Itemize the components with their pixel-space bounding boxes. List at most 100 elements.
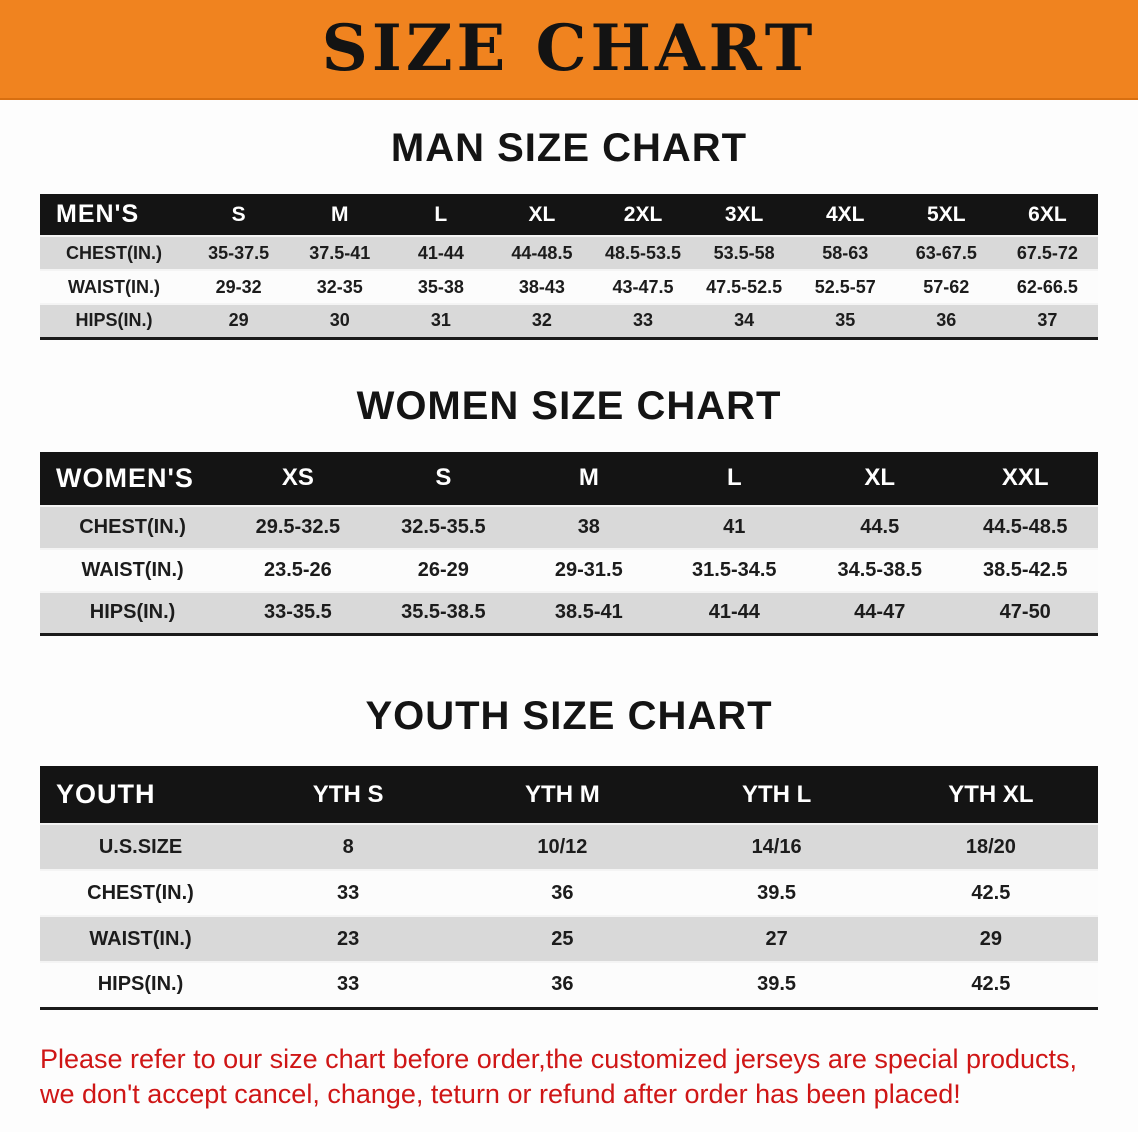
measurement-value: 39.5	[757, 881, 797, 904]
disclaimer-line-2: we don't accept cancel, change, teturn o…	[40, 1078, 961, 1109]
measurement-value: 47.5-52.5	[706, 276, 783, 297]
measurement-value: 67.5-72	[1016, 242, 1078, 263]
youth-measurement-row: WAIST(IN.) 23 25 27 29	[40, 916, 1098, 962]
youth-size-column-header: YTH L	[741, 780, 812, 808]
measurement-value: 44-48.5	[511, 242, 573, 263]
measurement-value: 35-38	[417, 276, 464, 297]
measurement-value: 62-66.5	[1016, 276, 1078, 297]
women-size-column-header: XL	[864, 464, 896, 491]
measurement-value: 33-35.5	[263, 601, 332, 624]
measurement-value: 36	[551, 881, 574, 904]
women-size-table: WOMEN'S XS S M L XL XXL CHEST(IN.) 29.5-32.5 32.5…	[40, 451, 1098, 636]
men-measurement-row: CHEST(IN.) 35-37.5 37.5-41 41-44 44-48.5 48.5…	[40, 236, 1098, 270]
measurement-value: 33	[337, 881, 360, 904]
measurement-value: 14/16	[751, 835, 802, 858]
measurement-value: 8	[342, 835, 354, 858]
measurement-value: 41-44	[417, 242, 464, 263]
men-header-row: MEN'S S M L XL 2XL 3XL 4XL 5XL 6XL	[40, 194, 1098, 236]
measurement-value: 37	[1037, 310, 1058, 331]
men-size-table: MEN'S S M L XL 2XL 3XL 4XL 5XL 6XL CHEST(IN.) 35-37…	[40, 194, 1098, 340]
measurement-label: CHEST(IN.)	[66, 242, 163, 263]
measurement-value: 27	[765, 927, 788, 950]
measurement-label: HIPS(IN.)	[75, 310, 153, 331]
men-size-column-header: XL	[528, 202, 556, 226]
measurement-value: 38	[577, 515, 600, 538]
men-size-column-header: 2XL	[623, 202, 663, 226]
youth-size-column-header: YTH M	[525, 780, 600, 808]
measurement-value: 44.5-48.5	[982, 515, 1068, 538]
measurement-value: 44.5	[860, 515, 900, 538]
measurement-value: 38-43	[518, 276, 565, 297]
measurement-label: CHEST(IN.)	[79, 515, 186, 538]
youth-size-table: YOUTH YTH S YTH M YTH L YTH XL U.S.SIZE 8 10/12…	[40, 766, 1098, 1010]
men-size-column-header: 4XL	[825, 202, 865, 226]
women-size-column-header: L	[726, 464, 742, 491]
measurement-value: 38.5-42.5	[982, 558, 1068, 581]
measurement-value: 43-47.5	[612, 276, 674, 297]
men-size-column-header: L	[434, 202, 448, 226]
measurement-value: 37.5-41	[309, 242, 371, 263]
women-section: WOMEN SIZE CHART WOMEN'S XS S M L XL XXL CHEST(…	[0, 386, 1138, 636]
men-section-heading: MAN SIZE CHART	[390, 126, 748, 170]
men-measurement-row: WAIST(IN.) 29-32 32-35 35-38 38-43 43-47.5 47.…	[40, 270, 1098, 304]
measurement-value: 48.5-53.5	[605, 242, 682, 263]
measurement-value: 57-62	[923, 276, 970, 297]
women-header-row: WOMEN'S XS S M L XL XXL	[40, 451, 1098, 506]
measurement-value: 34.5-38.5	[837, 558, 922, 581]
men-size-column-header: 5XL	[927, 202, 966, 226]
measurement-label: HIPS(IN.)	[97, 973, 184, 996]
measurement-value: 63-67.5	[915, 242, 977, 263]
women-measurement-row: HIPS(IN.) 33-35.5 35.5-38.5 38.5-41 41-44 44-…	[40, 591, 1098, 635]
measurement-value: 31	[430, 310, 451, 331]
measurement-value: 29-31.5	[554, 558, 623, 581]
page-title: SIZE CHART	[321, 11, 817, 86]
measurement-value: 36	[936, 310, 957, 331]
measurement-label: HIPS(IN.)	[89, 601, 176, 624]
youth-size-column-header: YTH S	[312, 780, 384, 808]
women-measurement-row: WAIST(IN.) 23.5-26 26-29 29-31.5 31.5-34.5 34…	[40, 548, 1098, 592]
men-size-column-header: S	[231, 202, 246, 226]
measurement-value: 30	[329, 310, 350, 331]
men-section: MAN SIZE CHART MEN'S S M L XL 2XL 3XL 4XL 5XL 6XL…	[0, 128, 1138, 340]
measurement-value: 31.5-34.5	[692, 558, 777, 581]
measurement-value: 42.5	[971, 973, 1011, 996]
measurement-value: 33	[633, 310, 654, 331]
measurement-value: 29	[228, 310, 249, 331]
measurement-label: WAIST(IN.)	[89, 927, 192, 950]
measurement-label: CHEST(IN.)	[87, 881, 194, 904]
women-table-title: WOMEN'S	[56, 462, 194, 493]
women-size-column-header: XXL	[1001, 464, 1049, 491]
disclaimer-line-1: Please refer to our size chart before or…	[40, 1043, 1078, 1074]
youth-size-column-header: YTH XL	[948, 780, 1034, 808]
measurement-value: 35	[835, 310, 856, 331]
measurement-value: 44-47	[854, 601, 906, 624]
measurement-value: 41-44	[708, 601, 760, 624]
measurement-value: 53.5-58	[713, 242, 775, 263]
measurement-value: 29.5-32.5	[255, 515, 341, 538]
measurement-value: 29-32	[215, 276, 262, 297]
measurement-label: U.S.SIZE	[98, 835, 183, 858]
men-size-column-header: 6XL	[1028, 202, 1067, 226]
measurement-value: 38.5-41	[554, 601, 623, 624]
measurement-value: 33	[337, 973, 360, 996]
measurement-value: 18/20	[965, 835, 1016, 858]
youth-measurement-row: HIPS(IN.) 33 36 39.5 42.5	[40, 962, 1098, 1008]
measurement-value: 47-50	[999, 601, 1051, 624]
measurement-value: 35.5-38.5	[401, 601, 486, 624]
measurement-value: 10/12	[537, 835, 588, 858]
measurement-value: 39.5	[757, 973, 797, 996]
youth-table-title: YOUTH	[56, 779, 156, 809]
measurement-value: 29	[979, 927, 1002, 950]
measurement-value: 32.5-35.5	[401, 515, 486, 538]
men-size-column-header: 3XL	[724, 202, 764, 226]
measurement-value: 26-29	[417, 558, 469, 581]
youth-section: YOUTH SIZE CHART YOUTH YTH S YTH M YTH L YTH…	[0, 696, 1138, 1010]
measurement-value: 23.5-26	[263, 558, 332, 581]
measurement-value: 42.5	[971, 881, 1011, 904]
measurement-value: 34	[734, 310, 755, 331]
men-table-title: MEN'S	[56, 200, 140, 228]
men-measurement-row: HIPS(IN.) 29 30 31 32 33 34 35 36 37	[40, 304, 1098, 338]
measurement-value: 41	[723, 515, 746, 538]
measurement-label: WAIST(IN.)	[68, 276, 161, 297]
